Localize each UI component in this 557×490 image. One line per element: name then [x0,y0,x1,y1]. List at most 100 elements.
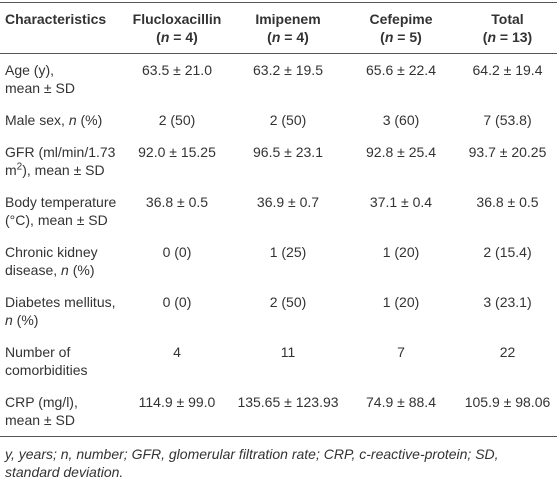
header-cell: Cefepime (n = 5) [344,3,458,54]
header-cell: Flucloxacillin (n = 4) [122,3,232,54]
cell-line: Flucloxacillin [126,10,228,28]
cell-text: = 4) [280,29,309,45]
cell-text: 4 [173,344,181,360]
table-cell: 22 [458,336,557,386]
cell-text: GFR (ml/min/1.73 [5,144,116,160]
table-cell: 7 (53.8) [458,104,557,136]
cell-line: Diabetes mellitus, [5,293,118,311]
cell-line: 93.7 ± 20.25 [462,143,553,161]
cell-text: 2 (50) [269,294,307,310]
cell-line: 36.8 ± 0.5 [126,193,228,211]
cell-line: Age (y), [5,61,118,79]
cell-text: n [68,112,77,128]
cell-text: 1 (25) [269,244,307,260]
cell-line: Cefepime [348,10,454,28]
table-cell: 63.2 ± 19.5 [232,54,344,105]
cell-line: GFR (ml/min/1.73 [5,143,118,161]
cell-line: 92.0 ± 15.25 [126,143,228,161]
cell-line: 7 [348,343,454,361]
cell-text: 7 (53.8) [483,112,532,128]
table-cell: 4 [122,336,232,386]
table-cell: 36.8 ± 0.5 [122,186,232,236]
table-cell: 1 (20) [344,236,458,286]
cell-line: 2 (50) [236,111,340,129]
cell-line: (n = 13) [462,28,553,46]
cell-text: Male sex, [5,112,69,128]
cell-text: 92.8 ± 25.4 [366,144,436,160]
cell-text: 3 (23.1) [483,294,532,310]
table-cell: 11 [232,336,344,386]
cell-line: 22 [462,343,553,361]
cell-line: (°C), mean ± SD [5,211,118,229]
cell-text: comorbidities [5,362,88,378]
cell-text: Flucloxacillin [132,11,222,27]
table-cell: Number of comorbidities [0,336,122,386]
table-cell: 96.5 ± 23.1 [232,136,344,186]
cell-text: Diabetes mellitus, [5,294,116,310]
table-cell: 64.2 ± 19.4 [458,54,557,105]
cell-text: 135.65 ± 123.93 [237,394,339,410]
table-body: Age (y), mean ± SD 63.5 ± 21.0 63.2 ± 19.5 6… [0,54,557,437]
header-cell: Characteristics [0,3,122,54]
cell-text: 105.9 ± 98.06 [464,394,551,410]
cell-line: 96.5 ± 23.1 [236,143,340,161]
cell-line: 65.6 ± 22.4 [348,61,454,79]
cell-text: Cefepime [369,11,433,27]
cell-line: 63.2 ± 19.5 [236,61,340,79]
table-cell: 92.8 ± 25.4 [344,136,458,186]
table-cell: Age (y), mean ± SD [0,54,122,105]
table-cell: 36.9 ± 0.7 [232,186,344,236]
cell-text: ( [482,29,488,45]
cell-line: Male sex, n (%) [5,111,118,129]
cell-text: 93.7 ± 20.25 [468,144,547,160]
cell-line: Number of [5,343,118,361]
table-cell: 2 (50) [232,286,344,336]
cell-text: (%) [68,262,95,278]
table-cell: 0 (0) [122,236,232,286]
table-row: GFR (ml/min/1.73 m2), mean ± SD 92.0 ± 15.… [0,136,557,186]
cell-line: 64.2 ± 19.4 [462,61,553,79]
cell-text: Total [491,11,524,27]
table-cell: 2 (50) [122,104,232,136]
cell-text: 1 (20) [382,294,420,310]
cell-text: 1 (20) [382,244,420,260]
cell-text: 63.2 ± 19.5 [253,62,323,78]
cell-text: ( [156,29,161,45]
cell-text: 2 (15.4) [483,244,532,260]
cell-text: mean ± SD [5,80,75,96]
cell-line: 3 (60) [348,111,454,129]
cell-text: 96.5 ± 23.1 [253,144,323,160]
cell-line: (n = 5) [348,28,454,46]
cell-line: 92.8 ± 25.4 [348,143,454,161]
table-cell: 74.9 ± 88.4 [344,386,458,437]
table-header: Characteristics Flucloxacillin (n = 4) Imip… [0,2,557,54]
data-table: Characteristics Flucloxacillin (n = 4) Imip… [0,2,557,437]
cell-line: 36.8 ± 0.5 [462,193,553,211]
cell-text: 0 (0) [162,244,192,260]
cell-text: 2 [16,161,23,173]
cell-line: 2 (50) [126,111,228,129]
cell-text: 22 [499,344,516,360]
cell-text: disease, [5,262,62,278]
cell-text: 36.8 ± 0.5 [145,194,209,210]
table-row: CRP (mg/l), mean ± SD 114.9 ± 99.0 135.65 ±… [0,386,557,437]
table-cell: 7 [344,336,458,386]
cell-line: n (%) [5,311,118,329]
table-cell: Diabetes mellitus, n (%) [0,286,122,336]
table-cell: 105.9 ± 98.06 [458,386,557,437]
cell-line: comorbidities [5,361,118,379]
cell-line: disease, n (%) [5,261,118,279]
table-cell: Body temperature (°C), mean ± SD [0,186,122,236]
table-cell: 135.65 ± 123.93 [232,386,344,437]
cell-text: = 5) [393,29,422,45]
header-row: Characteristics Flucloxacillin (n = 4) Imip… [0,2,557,54]
cell-text: 37.1 ± 0.4 [369,194,433,210]
cell-text: 92.0 ± 15.25 [138,144,216,160]
cell-line: 1 (20) [348,243,454,261]
cell-text: ), mean ± SD [22,162,105,178]
cell-text: n [61,262,69,278]
table-cell: 36.8 ± 0.5 [458,186,557,236]
cell-text: 74.9 ± 88.4 [366,394,436,410]
cell-line: 114.9 ± 99.0 [126,393,228,411]
